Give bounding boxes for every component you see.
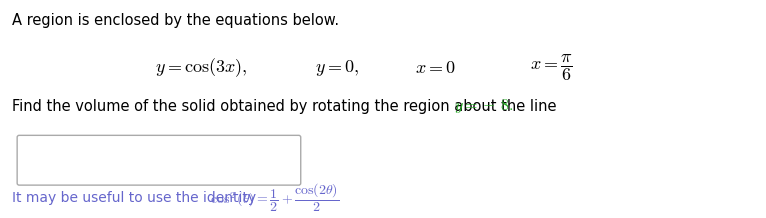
Text: A region is enclosed by the equations below.: A region is enclosed by the equations be… (12, 13, 339, 28)
Text: $y = 0,$: $y = 0,$ (315, 58, 359, 78)
Text: $x = \dfrac{\pi}{6}$: $x = \dfrac{\pi}{6}$ (530, 53, 573, 83)
Text: It may be useful to use the identity: It may be useful to use the identity (12, 191, 260, 205)
Text: Find the volume of the solid obtained by rotating the region about the line: Find the volume of the solid obtained by… (12, 99, 561, 114)
Text: $x = 0$: $x = 0$ (415, 59, 456, 77)
Text: $y = \cos(3x),$: $y = \cos(3x),$ (155, 57, 247, 79)
Text: $\cos^2(\theta) = \dfrac{1}{2} + \dfrac{\cos(2\theta)}{2}$: $\cos^2(\theta) = \dfrac{1}{2} + \dfrac{… (210, 182, 339, 214)
Text: $y = -\,8.$: $y = -\,8.$ (454, 97, 514, 115)
FancyBboxPatch shape (17, 135, 301, 185)
